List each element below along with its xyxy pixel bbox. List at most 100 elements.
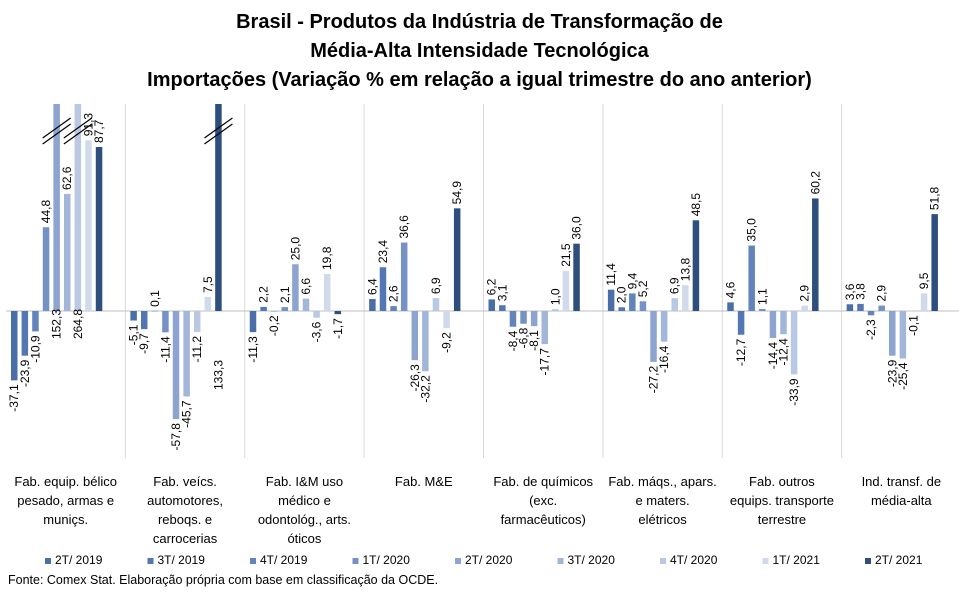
bar [727,302,734,311]
bar [183,311,190,397]
bar [748,245,755,311]
category-label: farmacêuticos) [501,512,586,527]
category-label: equips. transporte [730,493,834,508]
bar [379,267,387,311]
bar [857,303,864,311]
data-label: -6,8 [517,327,531,348]
data-label: -11,3 [246,336,260,363]
bar [499,305,506,311]
category-label: média-alta [871,493,932,508]
bar [910,311,917,312]
data-label: 54,9 [450,181,464,205]
bar [737,311,745,335]
data-label: 264,8 [71,309,85,339]
bar [162,311,169,333]
data-label: -2,3 [864,319,878,340]
bar [323,273,331,311]
legend-entry: 4T/ 2020 [670,553,718,567]
axis-break-mark [42,123,71,145]
bar [411,311,419,361]
data-label: 91,3 [81,113,95,137]
bar [32,311,39,332]
data-label: -1,7 [331,318,345,339]
bar [520,311,527,324]
data-label: 19,8 [320,246,334,270]
bar [552,309,559,311]
category-label: terrestre [758,512,806,527]
data-label: -37,1 [7,384,21,412]
data-label: 4,6 [724,281,738,298]
bar [302,298,310,311]
data-label: -33,9 [787,378,801,406]
bar [11,311,18,381]
data-label: -23,9 [18,359,32,387]
bar [889,311,896,356]
category-label: Fab. M&E [395,474,453,489]
data-label: -16,4 [657,345,671,373]
data-label: -17,7 [538,348,552,376]
data-label: -57,8 [169,423,183,451]
bar [629,293,636,311]
bar [878,305,885,311]
legend-entry: 4T/ 2019 [260,553,308,567]
category-label: elétricos [638,512,687,527]
data-label: -8,1 [527,330,541,351]
data-label: 2,1 [278,286,292,303]
data-label: -12,7 [734,338,748,366]
category-label: Fab. equip. bélico [14,474,117,489]
bar [769,311,777,338]
data-label: 62,6 [60,166,74,190]
data-label: 152,3 [50,309,64,339]
source-note: Fonte: Comex Stat. Elaboração própria co… [8,573,439,587]
data-label: -9,2 [440,332,454,353]
bar [313,311,320,318]
data-label: 51,8 [928,186,942,210]
bar [443,311,450,329]
bar [249,311,257,333]
bar [682,285,689,311]
bar [281,307,289,311]
category-label: pesado, armas e [17,493,114,508]
bar [369,299,376,311]
data-label: 3,1 [495,284,509,301]
data-label: 3,6 [843,283,857,300]
bar [151,310,159,312]
chart-title-line-3: Importações (Variação % em relação a igu… [147,69,812,91]
legend-entry: 1T/ 2020 [363,553,411,567]
bar [85,140,92,311]
bar [541,311,548,345]
category-label: Fab. máqs., apars. [608,474,716,489]
data-label: 2,2 [257,286,271,303]
bar [920,293,928,311]
data-label: 9,4 [625,272,639,289]
data-label: 25,0 [288,237,302,261]
bar [453,208,461,311]
data-label: 6,4 [365,278,379,295]
category-label: Fab. I&M uso [266,474,343,489]
data-label: 1,1 [755,288,769,305]
data-label: 5,2 [636,280,650,297]
data-label: -11,4 [158,336,172,363]
bar [759,308,766,311]
category-label: odontológ., arts. [258,512,351,527]
bar [130,311,137,321]
bar [400,242,408,311]
data-label: -3,6 [310,321,324,342]
legend-swatch [455,558,461,564]
data-label: 6,6 [299,278,313,295]
bar [390,306,397,311]
legend-entry: 2T/ 2020 [465,553,513,567]
bar [270,311,278,312]
data-label: -32,2 [418,375,432,403]
bar [260,306,267,311]
category-label: Fab. outros [749,474,815,489]
bar [42,227,50,311]
data-label: -9,7 [137,333,151,354]
bar [660,311,668,342]
data-label: -8,4 [506,330,520,351]
data-label: 36,6 [397,215,411,239]
data-label: -26,3 [408,364,422,392]
data-label: 48,5 [689,193,703,217]
bar [607,289,615,311]
